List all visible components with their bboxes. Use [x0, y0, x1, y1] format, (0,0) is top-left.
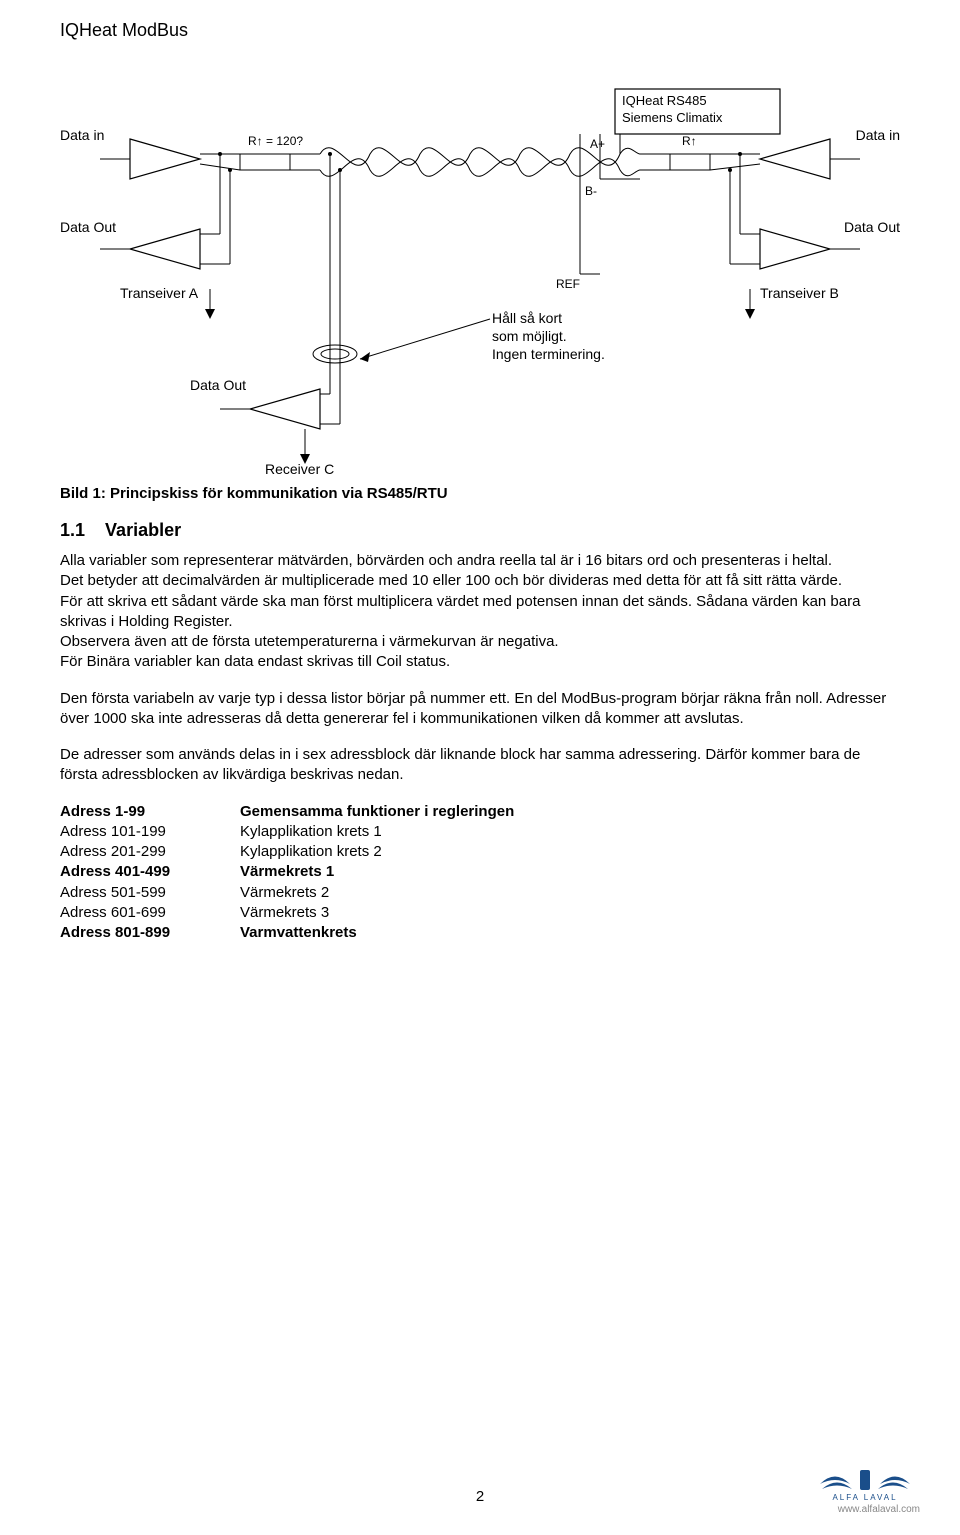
section-title: Variabler: [105, 520, 181, 540]
label-data-out-c: Data Out: [190, 377, 246, 393]
page-header: IQHeat ModBus: [60, 20, 900, 41]
addr-range-2: Adress 201-299: [60, 842, 240, 862]
addr-desc-6: Varmvattenkrets: [240, 923, 900, 943]
label-b-minus: B-: [585, 184, 597, 198]
addr-range-5: Adress 601-699: [60, 903, 240, 923]
p4: Observera även att de första utetemperat…: [60, 633, 559, 650]
addr-desc-4: Värmekrets 2: [240, 883, 900, 903]
label-r2: R↑: [682, 134, 697, 148]
label-iqheat-box: IQHeat RS485 Siemens Climatix: [622, 93, 722, 127]
p3: För att skriva ett sådant värde ska man …: [60, 593, 860, 630]
address-table: Adress 1-99 Gemensamma funktioner i regl…: [60, 802, 900, 944]
label-a-plus: A+: [590, 137, 605, 151]
p7: De adresser som används delas in i sex a…: [60, 745, 900, 786]
label-r1: R↑ = 120?: [248, 134, 303, 148]
label-data-out-left: Data Out: [60, 219, 116, 235]
addr-desc-5: Värmekrets 3: [240, 903, 900, 923]
label-data-out-right: Data Out: [844, 219, 900, 235]
logo-text: ALFA LAVAL: [832, 1493, 897, 1502]
label-data-in-right: Data in: [856, 127, 900, 143]
addr-desc-3: Värmekrets 1: [240, 862, 900, 882]
addr-range-4: Adress 501-599: [60, 883, 240, 903]
footer-url: www.alfalaval.com: [810, 1504, 920, 1515]
addr-desc-1: Kylapplikation krets 1: [240, 822, 900, 842]
addr-range-1: Adress 101-199: [60, 822, 240, 842]
section-number: 1.1: [60, 520, 85, 540]
addr-desc-2: Kylapplikation krets 2: [240, 842, 900, 862]
body-block-1: Alla variabler som representerar mätvärd…: [60, 551, 900, 673]
label-transceiver-b: Transeiver B: [760, 285, 839, 301]
addr-range-3: Adress 401-499: [60, 862, 240, 882]
addr-range-6: Adress 801-899: [60, 923, 240, 943]
label-data-in-left: Data in: [60, 127, 104, 143]
p5: För Binära variabler kan data endast skr…: [60, 653, 450, 670]
rs485-diagram: Data in Data in Data Out Data Out Transe…: [60, 59, 900, 479]
p6: Den första variabeln av varje typ i dess…: [60, 689, 900, 730]
addr-desc-0: Gemensamma funktioner i regleringen: [240, 802, 900, 822]
p1: Alla variabler som representerar mätvärd…: [60, 552, 832, 569]
label-transceiver-a: Transeiver A: [120, 285, 198, 301]
section-heading: 1.1 Variabler: [60, 520, 900, 541]
label-note: Håll så kort som möjligt. Ingen terminer…: [492, 309, 605, 364]
addr-range-0: Adress 1-99: [60, 802, 240, 822]
figure-caption: Bild 1: Principskiss för kommunikation v…: [60, 485, 900, 502]
label-ref: REF: [556, 277, 580, 291]
footer-logo: ALFA LAVAL www.alfalaval.com: [810, 1464, 920, 1515]
p2: Det betyder att decimalvärden är multipl…: [60, 572, 842, 589]
label-receiver-c: Receiver C: [265, 461, 334, 477]
